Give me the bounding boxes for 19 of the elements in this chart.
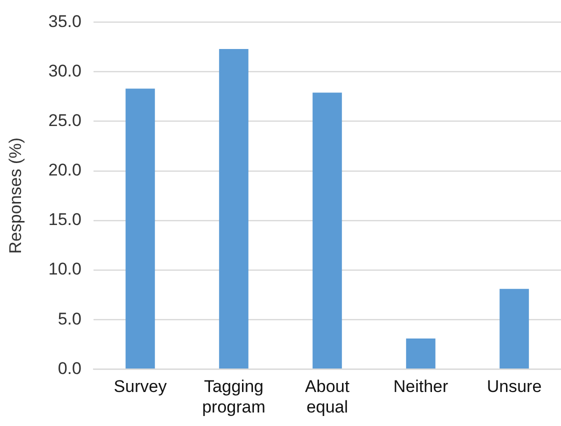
y-tick-label: 0.0 — [58, 358, 82, 378]
bar — [500, 288, 529, 369]
y-tick-label: 5.0 — [58, 309, 82, 328]
y-tick-label: 35.0 — [48, 12, 82, 31]
bar — [312, 92, 342, 369]
bar — [219, 48, 248, 369]
y-tick-label: 10.0 — [48, 260, 82, 279]
x-tick-label: Unsure — [486, 377, 542, 396]
x-tick-label: Tagging program — [202, 377, 266, 416]
x-tick-label: Survey — [114, 377, 168, 396]
y-tick-label: 30.0 — [48, 61, 82, 80]
y-tick-label: 25.0 — [48, 111, 82, 130]
bar — [126, 88, 155, 369]
y-axis-title: Responses (%) — [6, 138, 25, 254]
y-tick-label: 15.0 — [48, 210, 82, 230]
bar — [406, 338, 436, 369]
x-tick-label: Neither — [393, 377, 448, 396]
y-tick-label: 20.0 — [48, 160, 82, 180]
x-tick-label: About equal — [305, 377, 350, 416]
